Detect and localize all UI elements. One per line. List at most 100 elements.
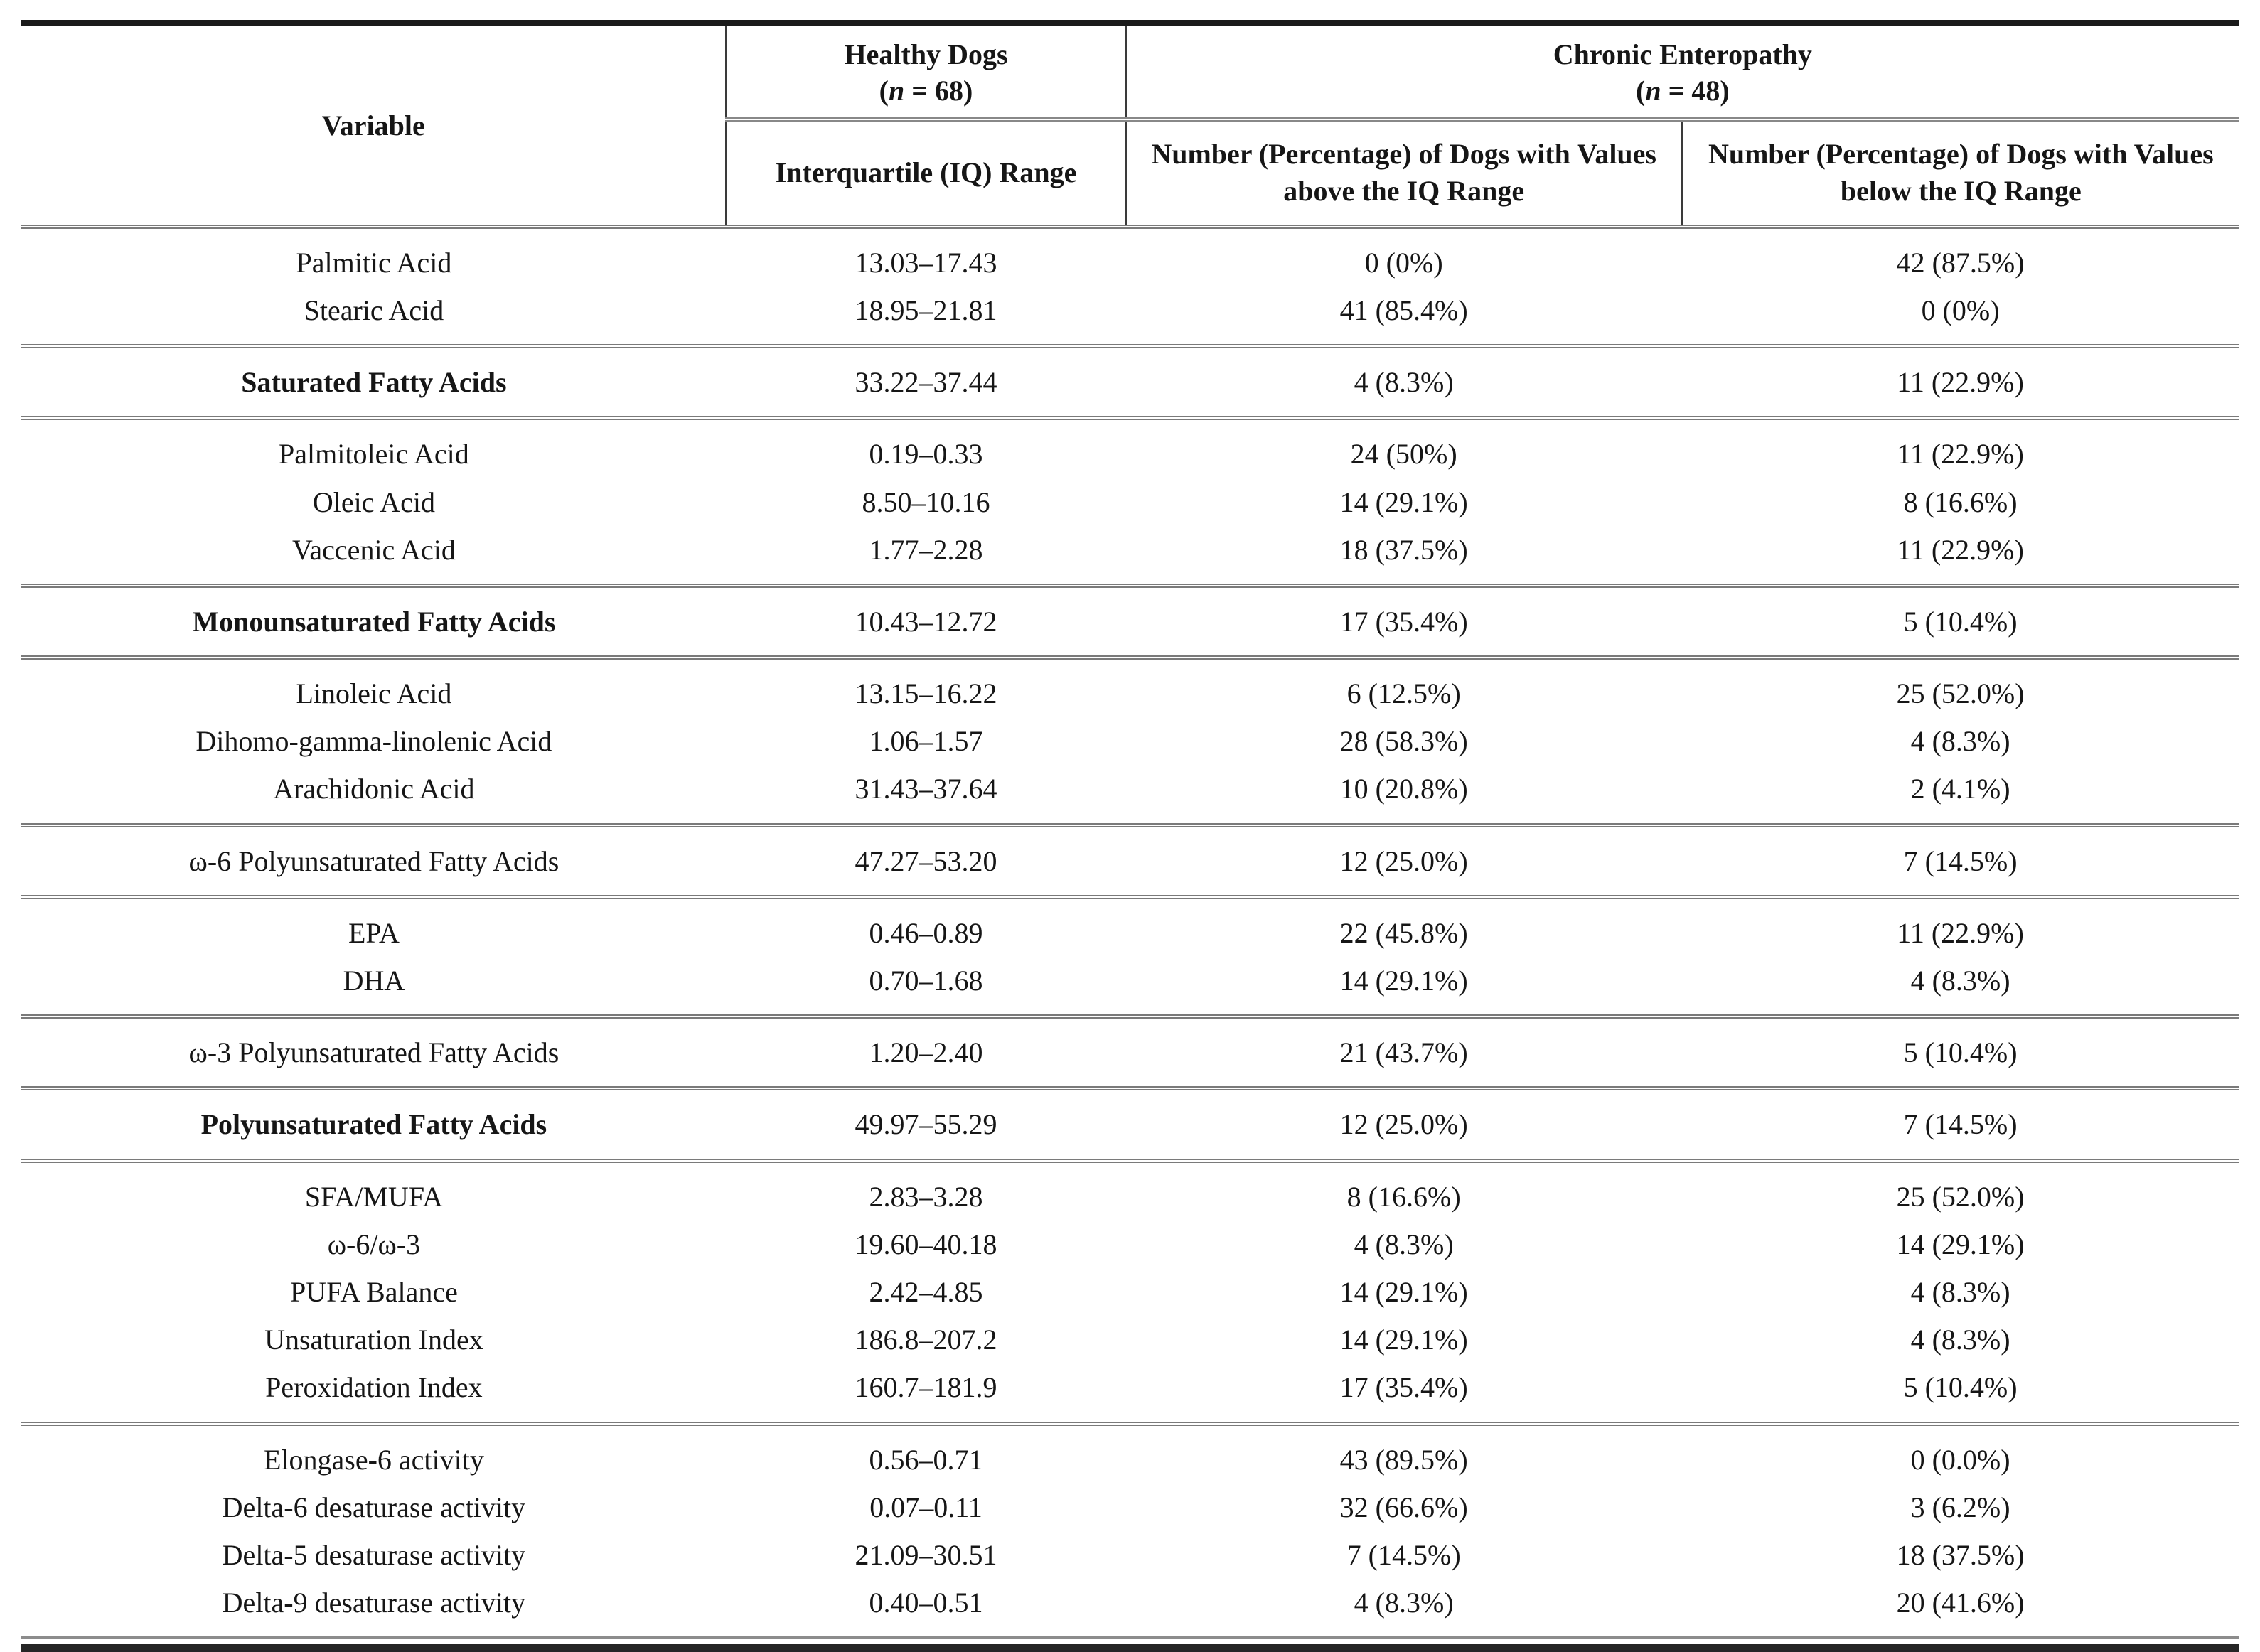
below-iq-cell: 4 (8.3%): [1910, 725, 2010, 758]
above-iq-cell: 10 (20.8%): [1339, 773, 1468, 805]
column-header-iq-range: Interquartile (IQ) Range: [726, 119, 1127, 229]
n-value: = 68): [904, 75, 973, 107]
paren-open: (: [1636, 75, 1646, 107]
table-row: ω-6/ω-3 19.60–40.18 4 (8.3%) 14 (29.1%): [21, 1221, 2239, 1268]
iq-range-cell: 0.19–0.33: [726, 416, 1126, 478]
iq-range-cell: 8.50–10.16: [862, 486, 990, 518]
column-group-chronic-enteropathy: Chronic Enteropathy (n = 48): [1125, 26, 2239, 122]
variable-cell: Dihomo-gamma-linolenic Acid: [196, 725, 552, 758]
chronic-enteropathy-sample-size: (n = 48): [1134, 73, 2232, 109]
variable-cell: Polyunsaturated Fatty Acids: [21, 1086, 727, 1161]
variable-cell: Delta-5 desaturase activity: [222, 1538, 526, 1571]
table-row: Linoleic Acid 13.15–16.22 6 (12.5%) 25 (52.…: [21, 655, 2239, 718]
below-iq-cell: 11 (22.9%): [1682, 894, 2239, 957]
above-iq-cell: 14 (29.1%): [1339, 1324, 1468, 1356]
above-iq-cell: 24 (50%): [1125, 416, 1683, 478]
variable-cell: Elongase-6 activity: [21, 1421, 727, 1484]
below-iq-cell: 14 (29.1%): [1896, 1228, 2025, 1260]
above-iq-cell: 17 (35.4%): [1125, 583, 1683, 658]
below-iq-cell: 4 (8.3%): [1910, 965, 2010, 997]
above-iq-cell: 4 (8.3%): [1354, 1228, 1454, 1260]
variable-cell: EPA: [21, 894, 727, 957]
n-value: = 48): [1661, 75, 1730, 107]
table-row: Peroxidation Index 160.7–181.9 17 (35.4%) 5…: [21, 1363, 2239, 1423]
fatty-acid-table-container: Variable Healthy Dogs (n = 68) Chronic E…: [21, 20, 2239, 1652]
iq-range-cell: 1.77–2.28: [869, 533, 983, 566]
table-body: Palmitic Acid 13.03–17.43 0 (0%) 42 (87.5%)…: [21, 227, 2239, 1640]
above-iq-cell: 14 (29.1%): [1339, 965, 1468, 997]
variable-cell: ω-6 Polyunsaturated Fatty Acids: [21, 822, 727, 897]
above-iq-cell: 12 (25.0%): [1125, 1086, 1683, 1161]
below-iq-cell: 4 (8.3%): [1910, 1324, 2010, 1356]
table-row: SFA/MUFA 2.83–3.28 8 (16.6%) 25 (52.0%): [21, 1158, 2239, 1221]
table-row: ω-6 Polyunsaturated Fatty Acids 47.27–53.…: [21, 822, 2239, 897]
below-iq-cell: 7 (14.5%): [1682, 822, 2239, 897]
below-iq-cell: 5 (10.4%): [1682, 1014, 2239, 1089]
table-header: Variable Healthy Dogs (n = 68) Chronic E…: [21, 26, 2239, 229]
above-iq-cell: 21 (43.7%): [1125, 1014, 1683, 1089]
variable-cell: Vaccenic Acid: [291, 533, 456, 566]
table-row: ω-3 Polyunsaturated Fatty Acids 1.20–2.40…: [21, 1014, 2239, 1089]
variable-cell: Peroxidation Index: [265, 1371, 483, 1404]
variable-cell: Linoleic Acid: [21, 655, 727, 718]
header-row-subcolumns: Interquartile (IQ) Range Number (Percent…: [21, 119, 2239, 229]
iq-range-cell: 10.43–12.72: [726, 583, 1126, 658]
column-group-healthy-dogs: Healthy Dogs (n = 68): [726, 26, 1127, 122]
variable-cell: Oleic Acid: [312, 486, 435, 518]
below-iq-cell: 7 (14.5%): [1682, 1086, 2239, 1161]
below-iq-cell: 11 (22.9%): [1682, 416, 2239, 478]
iq-range-cell: 0.07–0.11: [869, 1491, 982, 1523]
variable-cell: Monounsaturated Fatty Acids: [21, 583, 727, 658]
iq-range-cell: 160.7–181.9: [855, 1371, 997, 1404]
above-iq-cell: 28 (58.3%): [1339, 725, 1468, 758]
above-iq-cell: 32 (66.6%): [1339, 1491, 1468, 1523]
header-row-groups: Variable Healthy Dogs (n = 68) Chronic E…: [21, 26, 2239, 229]
below-iq-cell: 0 (0.0%): [1682, 1421, 2239, 1484]
fatty-acid-table: Variable Healthy Dogs (n = 68) Chronic E…: [21, 26, 2239, 1640]
iq-range-cell: 21.09–30.51: [855, 1538, 997, 1571]
table-row: Monounsaturated Fatty Acids 10.43–12.72 17…: [21, 583, 2239, 658]
iq-range-cell: 1.20–2.40: [726, 1014, 1126, 1089]
variable-cell: Delta-6 desaturase activity: [222, 1491, 526, 1523]
iq-range-cell: 0.70–1.68: [869, 965, 983, 997]
iq-range-cell: 18.95–21.81: [855, 294, 997, 326]
column-header-below-iq-range: Number (Percentage) of Dogs with Values …: [1682, 119, 2239, 229]
below-iq-cell: 18 (37.5%): [1896, 1538, 2025, 1571]
chronic-enteropathy-title: Chronic Enteropathy: [1553, 38, 1812, 70]
variable-cell: Unsaturation Index: [264, 1324, 483, 1356]
variable-cell: ω-6/ω-3: [327, 1228, 421, 1260]
above-iq-cell: 4 (8.3%): [1125, 344, 1683, 419]
table-row: Delta-5 desaturase activity 21.09–30.51 7 …: [21, 1531, 2239, 1579]
column-header-above-iq-range: Number (Percentage) of Dogs with Values …: [1125, 119, 1683, 229]
below-iq-cell: 2 (4.1%): [1910, 773, 2010, 805]
variable-cell: Stearic Acid: [304, 294, 444, 326]
table-row: Palmitoleic Acid 0.19–0.33 24 (50%) 11 (22.…: [21, 416, 2239, 478]
table-row: Polyunsaturated Fatty Acids 49.97–55.29 12…: [21, 1086, 2239, 1161]
iq-range-cell: 19.60–40.18: [855, 1228, 997, 1260]
table-row: Palmitic Acid 13.03–17.43 0 (0%) 42 (87.5%): [21, 227, 2239, 286]
variable-cell: ω-3 Polyunsaturated Fatty Acids: [21, 1014, 727, 1089]
above-iq-cell: 41 (85.4%): [1339, 294, 1468, 326]
variable-cell: SFA/MUFA: [21, 1158, 727, 1221]
variable-cell: Palmitic Acid: [296, 246, 452, 279]
below-iq-cell: 8 (16.6%): [1903, 486, 2018, 518]
table-row: DHA 0.70–1.68 14 (29.1%) 4 (8.3%): [21, 957, 2239, 1017]
table-row: Oleic Acid 8.50–10.16 14 (29.1%) 8 (16.6%): [21, 478, 2239, 526]
above-iq-cell: 4 (8.3%): [1125, 1579, 1683, 1640]
table-row: Stearic Acid 18.95–21.81 41 (85.4%) 0 (0%): [21, 286, 2239, 346]
table-row: Arachidonic Acid 31.43–37.64 10 (20.8%) 2 (…: [21, 765, 2239, 825]
table-row: EPA 0.46–0.89 22 (45.8%) 11 (22.9%): [21, 894, 2239, 957]
below-iq-cell: 4 (8.3%): [1910, 1275, 2010, 1308]
n-symbol: n: [1645, 75, 1661, 107]
variable-cell: Arachidonic Acid: [273, 773, 475, 805]
table-row: PUFA Balance 2.42–4.85 14 (29.1%) 4 (8.3%): [21, 1268, 2239, 1316]
above-iq-cell: 17 (35.4%): [1339, 1371, 1468, 1404]
iq-range-cell: 2.42–4.85: [869, 1275, 983, 1308]
iq-range-cell: 33.22–37.44: [726, 344, 1126, 419]
below-iq-cell: 25 (52.0%): [1682, 655, 2239, 718]
below-iq-cell: 42 (87.5%): [1896, 246, 2025, 279]
variable-cell: Saturated Fatty Acids: [21, 344, 727, 419]
iq-range-cell: 1.06–1.57: [869, 725, 983, 758]
above-iq-cell: 14 (29.1%): [1339, 1275, 1468, 1308]
iq-range-cell: 186.8–207.2: [855, 1324, 997, 1356]
